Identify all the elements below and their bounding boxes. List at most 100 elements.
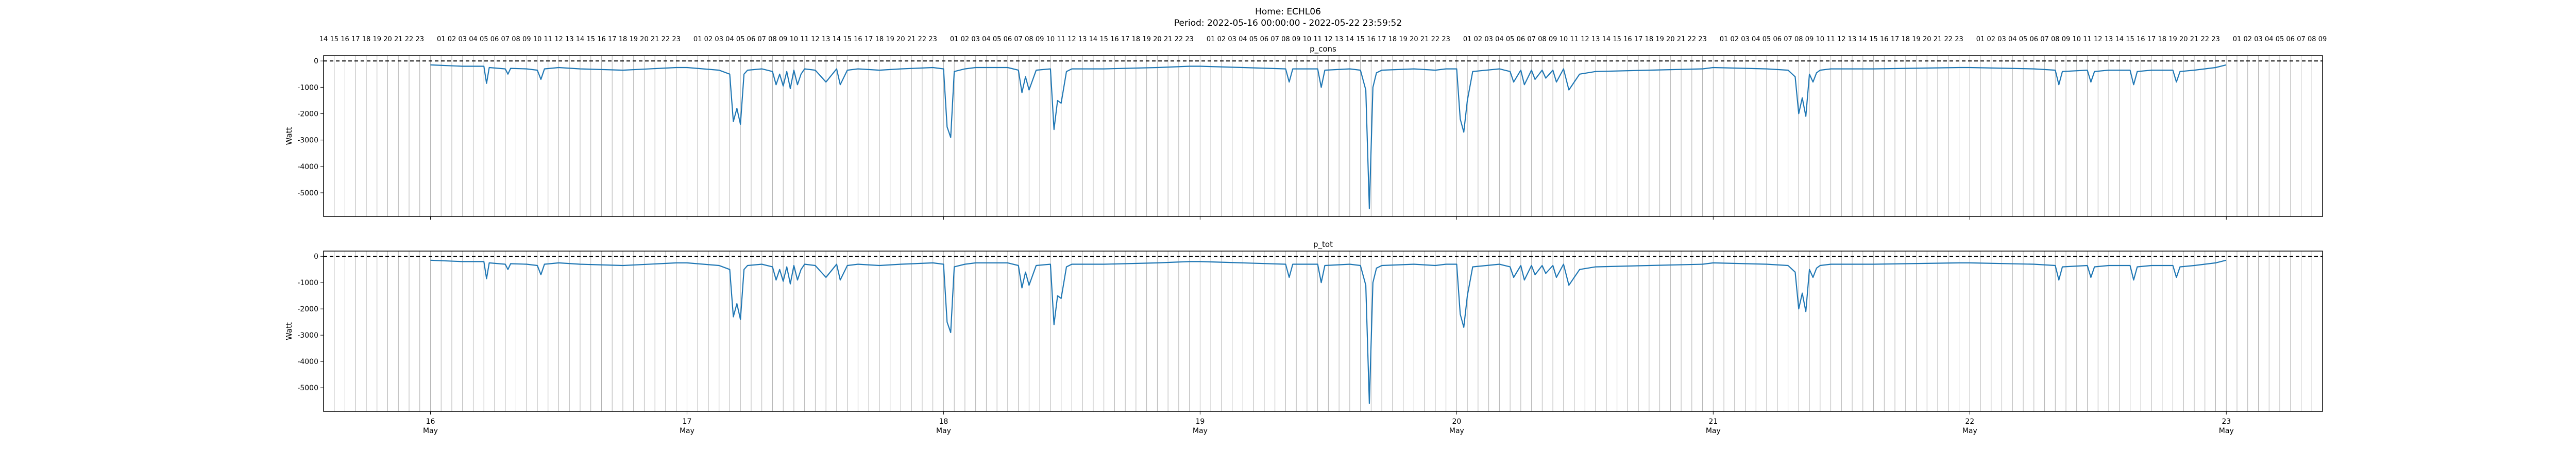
hour-tick-label: 07 <box>2297 36 2306 43</box>
month-tick-label: May <box>1193 427 1208 435</box>
panel-title: p_tot <box>1313 240 1333 250</box>
hour-tick-label: 06 <box>2286 36 2295 43</box>
hour-tick-label: 17 <box>2147 36 2156 43</box>
hour-tick-label: 01 <box>1463 36 1472 43</box>
hour-tick-label: 22 <box>405 36 414 43</box>
hour-tick-label: 06 <box>1517 36 1526 43</box>
axes-frame <box>323 55 2323 217</box>
hour-tick-label: 05 <box>736 36 745 43</box>
hour-tick-label: 22 <box>1944 36 1953 43</box>
hour-tick-label: 15 <box>843 36 852 43</box>
date-tick-label: 23 <box>2222 418 2231 426</box>
hour-tick-label: 09 <box>1805 36 1814 43</box>
hour-tick-label: 03 <box>458 36 467 43</box>
hour-tick-label: 03 <box>1997 36 2006 43</box>
hour-tick-label: 15 <box>330 36 338 43</box>
hour-tick-label: 13 <box>822 36 831 43</box>
hour-tick-label: 02 <box>2243 36 2252 43</box>
hour-tick-label: 08 <box>512 36 520 43</box>
hour-tick-label: 02 <box>1217 36 1226 43</box>
hour-tick-label: 16 <box>1623 36 1632 43</box>
hour-tick-label: 04 <box>1752 36 1760 43</box>
series-line <box>430 259 2227 404</box>
hour-tick-label: 16 <box>597 36 606 43</box>
hour-tick-label: 23 <box>672 36 681 43</box>
hour-tick-label: 18 <box>1132 36 1141 43</box>
hour-tick-label: 02 <box>704 36 713 43</box>
hour-tick-label: 11 <box>800 36 809 43</box>
hour-tick-label: 09 <box>1549 36 1557 43</box>
hour-tick-label: 22 <box>2200 36 2209 43</box>
hour-tick-label: 20 <box>1153 36 1162 43</box>
hour-tick-label: 19 <box>1655 36 1664 43</box>
y-axis-label: Watt <box>284 322 294 340</box>
y-tick-label: -2000 <box>297 305 318 313</box>
hour-tick-label: 07 <box>1270 36 1279 43</box>
hour-tick-label: 16 <box>1880 36 1889 43</box>
hour-tick-label: 06 <box>490 36 499 43</box>
month-tick-label: May <box>1449 427 1464 435</box>
hour-tick-label: 13 <box>1591 36 1600 43</box>
hour-tick-label: 19 <box>372 36 381 43</box>
y-tick-label: -3000 <box>297 137 318 145</box>
hour-tick-label: 19 <box>1142 36 1151 43</box>
hour-tick-label: 04 <box>2008 36 2017 43</box>
hour-tick-label: 14 <box>1346 36 1354 43</box>
date-tick-label: 22 <box>1965 418 1974 426</box>
hour-tick-label: 02 <box>961 36 970 43</box>
y-tick-label: 0 <box>314 253 318 261</box>
hour-tick-label: 22 <box>918 36 927 43</box>
hour-tick-label: 15 <box>1613 36 1621 43</box>
y-tick-label: -2000 <box>297 110 318 119</box>
hour-tick-label: 20 <box>1666 36 1675 43</box>
hour-tick-label: 17 <box>1634 36 1643 43</box>
hour-tick-label: 13 <box>565 36 574 43</box>
hour-tick-label: 03 <box>1741 36 1750 43</box>
y-tick-label: -5000 <box>297 384 318 392</box>
hour-tick-label: 10 <box>533 36 542 43</box>
hour-tick-label: 20 <box>1923 36 1931 43</box>
hour-tick-label: 01 <box>693 36 702 43</box>
hour-tick-label: 17 <box>1121 36 1130 43</box>
hour-tick-label: 05 <box>2276 36 2284 43</box>
hour-tick-label: 21 <box>394 36 403 43</box>
y-tick-label: -5000 <box>297 189 318 197</box>
hour-tick-label: 08 <box>1538 36 1547 43</box>
hour-tick-label: 15 <box>2126 36 2134 43</box>
hour-tick-label: 04 <box>1239 36 1247 43</box>
month-tick-label: May <box>1706 427 1721 435</box>
hour-tick-label: 14 <box>833 36 841 43</box>
hour-tick-label: 09 <box>1292 36 1301 43</box>
hour-tick-label: 12 <box>554 36 563 43</box>
month-tick-label: May <box>936 427 951 435</box>
panel-title: p_cons <box>1310 44 1336 54</box>
hour-tick-label: 22 <box>1431 36 1440 43</box>
hour-tick-label: 07 <box>1527 36 1536 43</box>
hour-tick-label: 19 <box>1399 36 1408 43</box>
hour-tick-label: 16 <box>2137 36 2145 43</box>
hour-tick-label: 18 <box>1645 36 1654 43</box>
y-tick-label: -1000 <box>297 84 318 92</box>
hour-tick-label: 11 <box>1057 36 1065 43</box>
hour-tick-label: 20 <box>1410 36 1418 43</box>
hour-tick-label: 10 <box>790 36 799 43</box>
date-tick-label: 21 <box>1708 418 1718 426</box>
hour-tick-label: 12 <box>1837 36 1846 43</box>
hour-tick-label: 15 <box>1356 36 1365 43</box>
hour-tick-label: 14 <box>2115 36 2124 43</box>
hour-tick-label: 18 <box>362 36 371 43</box>
hour-tick-label: 03 <box>2254 36 2263 43</box>
hour-tick-label: 16 <box>341 36 349 43</box>
hour-tick-label: 01 <box>1720 36 1728 43</box>
hour-tick-label: 12 <box>811 36 820 43</box>
hour-tick-label: 06 <box>1773 36 1782 43</box>
hour-tick-label: 07 <box>2040 36 2049 43</box>
hour-tick-label: 01 <box>950 36 959 43</box>
month-tick-label: May <box>680 427 694 435</box>
hour-tick-label: 09 <box>2062 36 2071 43</box>
hour-tick-label: 18 <box>1388 36 1397 43</box>
hour-tick-label: 14 <box>576 36 585 43</box>
hour-tick-label: 18 <box>1902 36 1910 43</box>
